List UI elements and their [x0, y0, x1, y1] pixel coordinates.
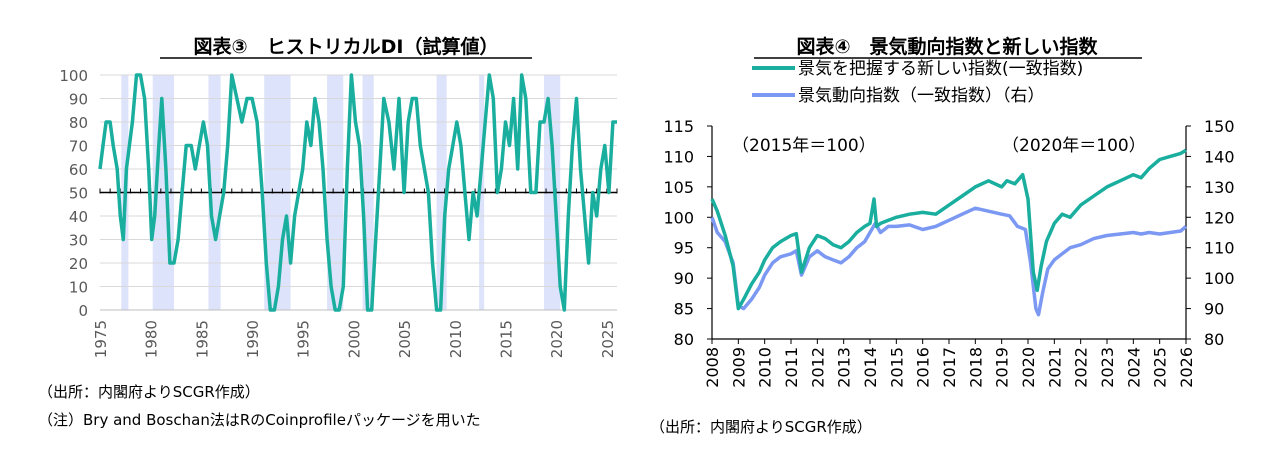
x-tick-label: 1990	[244, 320, 262, 358]
left-source-note: （出所：内閣府よりSCGR作成）	[38, 383, 260, 401]
chart-title: 図表④ 景気動向指数と新しい指数	[796, 35, 1098, 58]
y-tick-label: 80	[69, 114, 88, 132]
y-tick-label: 70	[69, 138, 88, 156]
y-tick-label: 100	[59, 67, 88, 85]
historical-di-chart: 図表③ ヒストリカルDI（試算値） 0 10 20 30 40 50 60 70 80 90 100…	[59, 35, 618, 358]
y-tick-label: 85	[674, 300, 694, 319]
x-tick-label: 1975	[92, 320, 110, 358]
x-tick-label: 2000	[345, 320, 363, 358]
right-source-note: （出所：内閣府よりSCGR作成）	[650, 418, 872, 436]
y2-tick-label: 100	[1204, 269, 1235, 288]
y-tick-label: 80	[674, 330, 694, 349]
chart-title: 図表③ ヒストリカルDI（試算値）	[194, 35, 499, 58]
base-year-right: （2020年＝100）	[1002, 136, 1146, 156]
series-line-new-index	[710, 148, 1187, 311]
y2-tick-label: 150	[1204, 117, 1235, 136]
y-tick-label: 90	[69, 91, 88, 109]
x-tick-label: 1995	[295, 320, 313, 358]
x-tick-label: 2025	[599, 320, 617, 358]
y-tick-label: 100	[663, 208, 694, 227]
y2-tick-label: 130	[1204, 178, 1235, 197]
x-tick-label: 2024	[1124, 347, 1143, 388]
x-tick-label: 2017	[940, 347, 959, 388]
business-index-chart: 図表④ 景気動向指数と新しい指数 80 85 90 95 100 105 110 115 80 9…	[663, 35, 1234, 388]
y-tick-label: 90	[674, 269, 694, 288]
plot-area: 80 85 90 95 100 105 110 115 80 90 100 110 120 130 140 1…	[663, 59, 1234, 388]
legend-label: 景気動向指数（一致指数）（右）	[798, 86, 1045, 106]
x-tick-label: 2008	[703, 347, 722, 388]
legend-label: 景気を把握する新しい指数(一致指数)	[798, 59, 1083, 79]
y-tick-label: 50	[69, 185, 88, 203]
x-tick-label: 2016	[914, 347, 933, 388]
y2-tick-label: 140	[1204, 147, 1235, 166]
x-tick-label: 2019	[993, 347, 1012, 388]
y-tick-label: 115	[663, 117, 694, 136]
x-tick-label: 1980	[143, 320, 161, 358]
y2-tick-label: 110	[1204, 239, 1235, 258]
x-tick-label: 2020	[1019, 347, 1038, 388]
x-tick-label: 2026	[1177, 347, 1196, 388]
x-tick-label: 2015	[887, 347, 906, 388]
y-tick-label: 40	[69, 208, 88, 226]
y-tick-label: 60	[69, 161, 88, 179]
y-tick-label: 30	[69, 232, 88, 250]
x-tick-label: 1985	[193, 320, 211, 358]
x-tick-label: 2010	[756, 347, 775, 388]
y2-tick-label: 80	[1204, 330, 1224, 349]
x-tick-label: 2012	[808, 347, 827, 388]
series-line-di	[98, 73, 617, 312]
x-tick-label: 2010	[447, 320, 465, 358]
y-tick-label: 95	[674, 239, 694, 258]
x-tick-label: 2018	[966, 347, 985, 388]
y-tick-label: 0	[78, 302, 88, 320]
x-tick-label: 2022	[1072, 347, 1091, 388]
x-tick-label: 2009	[729, 347, 748, 388]
plot-area: 0 10 20 30 40 50 60 70 80 90 100 1975 1980 1985 1990 19…	[59, 67, 618, 358]
y2-tick-label: 90	[1204, 300, 1224, 319]
x-tick-label: 2021	[1045, 347, 1064, 388]
x-tick-label: 2015	[497, 320, 515, 358]
y-tick-label: 10	[69, 279, 88, 297]
base-year-left: （2015年＝100）	[732, 136, 876, 156]
y-tick-label: 110	[663, 147, 694, 166]
y-tick-label: 105	[663, 178, 694, 197]
x-tick-label: 2014	[861, 347, 880, 388]
x-tick-label: 2013	[835, 347, 854, 388]
x-tick-label: 2023	[1098, 347, 1117, 388]
x-tick-label: 2020	[548, 320, 566, 358]
y-tick-label: 20	[69, 255, 88, 273]
left-method-note: （注）Bry and Boschan法はRのCoinprofileパッケージを用…	[38, 411, 481, 429]
y2-tick-label: 120	[1204, 208, 1235, 227]
series-line-ci	[710, 206, 1188, 317]
x-tick-label: 2005	[396, 320, 414, 358]
x-tick-label: 2011	[782, 347, 801, 388]
x-tick-label: 2025	[1151, 347, 1170, 388]
